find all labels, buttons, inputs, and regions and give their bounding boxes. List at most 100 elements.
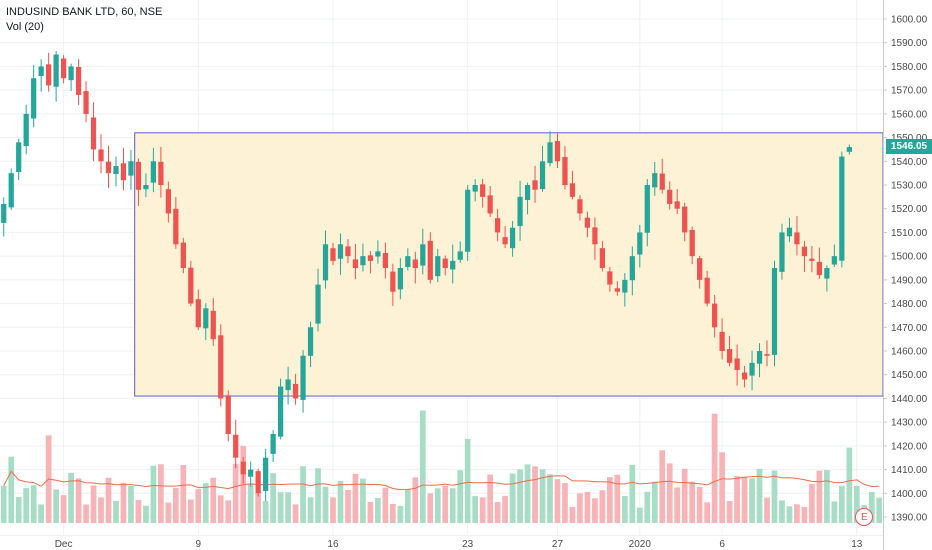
volume-bar-up <box>651 481 658 523</box>
volume-bar-down <box>816 470 823 523</box>
price-axis-label: 1600.00 <box>891 15 928 26</box>
candle-down <box>502 237 508 245</box>
candle-up <box>150 161 157 183</box>
volume-bar-down <box>105 477 112 523</box>
volume-bar-up <box>285 492 291 523</box>
candle-up <box>31 78 37 119</box>
candle-up <box>360 256 366 266</box>
candle-up <box>435 256 441 277</box>
volume-bar-up <box>749 478 755 523</box>
volume-bar-down <box>210 477 217 523</box>
candle-up <box>644 185 650 233</box>
candle-down <box>46 64 52 86</box>
volume-bar-down <box>345 489 351 523</box>
volume-bar-up <box>315 468 321 523</box>
candle-down <box>188 267 194 304</box>
volume-ma-line <box>3 470 880 491</box>
volume-bar-up <box>322 486 329 523</box>
candle-up <box>300 355 306 400</box>
volume-bar-down <box>607 477 613 523</box>
candle-up <box>652 173 658 188</box>
volume-bar-up <box>270 473 276 523</box>
candle-down <box>83 91 89 114</box>
candle-down <box>487 195 493 214</box>
volume-bar-down <box>554 479 561 523</box>
volume-bar-up <box>38 504 45 523</box>
volume-bar-up <box>824 470 830 523</box>
candle-down <box>90 117 97 150</box>
time-axis-label: Dec <box>55 539 73 550</box>
volume-bar-down <box>659 450 666 523</box>
candle-up <box>68 66 74 81</box>
volume-bar-down <box>569 506 576 523</box>
volume-bar-down <box>532 466 538 523</box>
time-axis-label: 23 <box>462 539 474 550</box>
candle-up <box>824 268 830 279</box>
price-axis-label: 1480.00 <box>891 299 928 310</box>
price-axis-label: 1510.00 <box>891 228 928 239</box>
candle-up <box>337 244 344 259</box>
volume-bar-up <box>786 506 793 523</box>
price-axis-label: 1410.00 <box>891 465 928 476</box>
volume-bar-down <box>292 504 299 523</box>
candle-up <box>629 256 635 281</box>
candle-down <box>667 189 673 204</box>
volume-bar-down <box>577 493 583 523</box>
volume-bar-down <box>734 476 740 523</box>
volume-bar-down <box>562 483 568 523</box>
candle-up <box>771 268 778 355</box>
candle-down <box>210 310 216 340</box>
time-axis-label: 16 <box>327 539 339 550</box>
volume-bar-up <box>0 485 7 523</box>
volume-bar-down <box>158 464 164 523</box>
volume-bar-up <box>307 497 314 523</box>
volume-bar-up <box>629 464 636 523</box>
earnings-event-badge[interactable]: E <box>855 508 874 526</box>
volume-bar-down <box>494 502 501 523</box>
volume-bar-up <box>300 466 306 523</box>
candle-down <box>674 201 680 209</box>
price-axis-label: 1560.00 <box>891 109 928 120</box>
candle-up <box>263 457 269 491</box>
candle-down <box>809 258 815 261</box>
price-axis-label: 1500.00 <box>891 252 928 263</box>
candle-down <box>105 161 112 174</box>
candle-up <box>143 185 149 190</box>
candle-up <box>16 142 22 172</box>
candle-down <box>726 349 733 363</box>
candle-down <box>135 161 142 190</box>
candle-down <box>712 303 718 328</box>
volume-bar-up <box>779 500 785 523</box>
candle-up <box>8 173 14 208</box>
candle-up <box>450 260 456 270</box>
candle-up <box>420 244 426 266</box>
volume-bar-up <box>360 478 366 523</box>
volume-bar-up <box>517 469 523 523</box>
candle-up <box>831 256 837 265</box>
volume-bar-up <box>375 497 381 523</box>
volume-bar-up <box>419 410 426 523</box>
volume-bar-down <box>180 464 187 523</box>
volume-bar-up <box>509 473 516 523</box>
volume-bar-down <box>217 495 224 523</box>
volume-bar-up <box>846 447 853 523</box>
volume-bar-down <box>83 504 89 523</box>
volume-bar-up <box>8 456 15 523</box>
candle-down <box>233 434 239 458</box>
candle-down <box>682 206 688 233</box>
candle-up <box>285 379 291 391</box>
volume-bar-down <box>232 463 239 523</box>
candle-up <box>315 284 321 324</box>
volume-bar-down <box>726 501 733 523</box>
candle-down <box>495 218 501 233</box>
volume-bar-down <box>809 483 815 523</box>
time-axis-label: 2020 <box>629 539 652 550</box>
candle-down <box>569 183 576 197</box>
price-axis-label: 1470.00 <box>891 323 928 334</box>
candle-up <box>749 362 755 376</box>
volume-bar-down <box>674 487 681 523</box>
price-axis-label: 1550.00 <box>891 133 928 144</box>
candle-down <box>240 461 246 475</box>
volume-bar-down <box>442 485 449 523</box>
